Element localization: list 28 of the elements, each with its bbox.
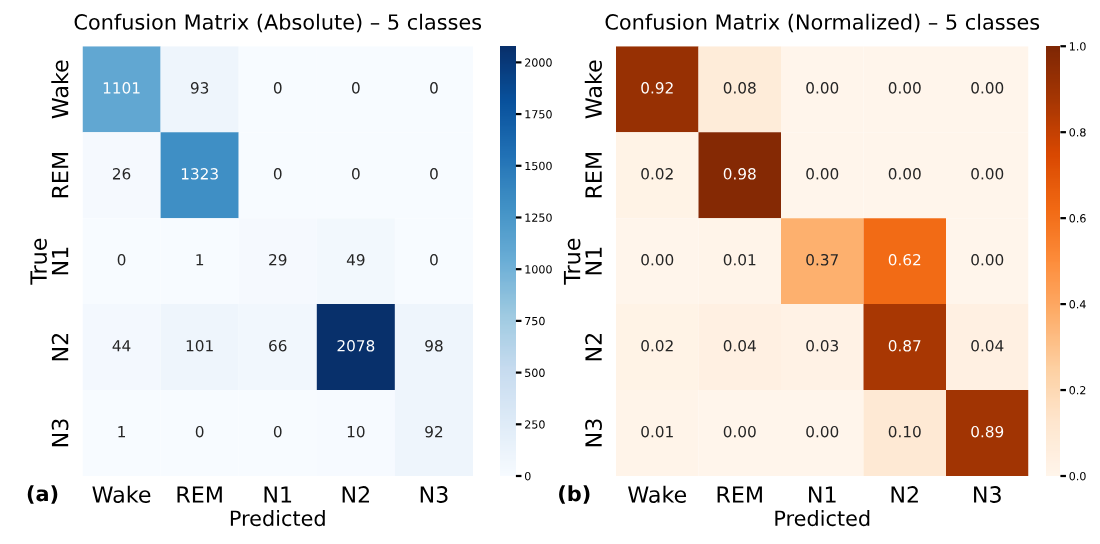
x-tick-label: N3 [420, 486, 448, 503]
chart-title: Confusion Matrix (Absolute) – 5 classes [74, 13, 482, 33]
y-tick-label: N3 [51, 419, 69, 447]
x-tick-label: N1 [264, 486, 292, 503]
y-tick-label: Wake [584, 60, 602, 119]
text: (a) [27, 485, 58, 504]
x-tick-label: N1 [809, 486, 836, 503]
x-axis-title: Predicted [230, 510, 325, 527]
x-tick-label: Wake [628, 485, 687, 503]
y-axis-title: True [30, 238, 47, 285]
y-tick-label: N2 [585, 333, 602, 361]
x-axis-title: Predicted [775, 510, 870, 527]
y-tick-label: REM [585, 153, 602, 198]
y-tick-label: REM [51, 153, 69, 198]
y-tick-label: N1 [51, 247, 69, 275]
x-tick-label: N3 [974, 486, 1001, 503]
y-axis-title: True [563, 238, 581, 285]
y-tick-label: N3 [585, 419, 602, 447]
text: (b) [559, 485, 590, 504]
chart-title: Confusion Matrix (Normalized) – 5 classes [605, 13, 1040, 33]
x-tick-label: Wake [92, 485, 151, 503]
y-tick-label: N1 [585, 247, 602, 275]
x-tick-label: N2 [891, 486, 918, 503]
y-tick-label: N2 [51, 333, 69, 361]
y-tick-label: Wake [51, 60, 69, 119]
x-tick-label: REM [177, 486, 222, 503]
x-tick-label: N2 [342, 486, 369, 503]
x-tick-label: REM [717, 486, 762, 503]
